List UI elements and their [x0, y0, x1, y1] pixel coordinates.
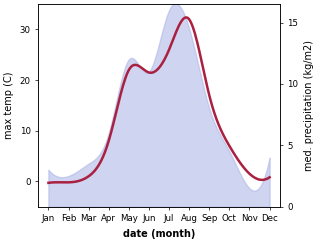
Y-axis label: med. precipitation (kg/m2): med. precipitation (kg/m2) — [304, 40, 314, 171]
X-axis label: date (month): date (month) — [123, 229, 195, 239]
Y-axis label: max temp (C): max temp (C) — [4, 72, 14, 139]
